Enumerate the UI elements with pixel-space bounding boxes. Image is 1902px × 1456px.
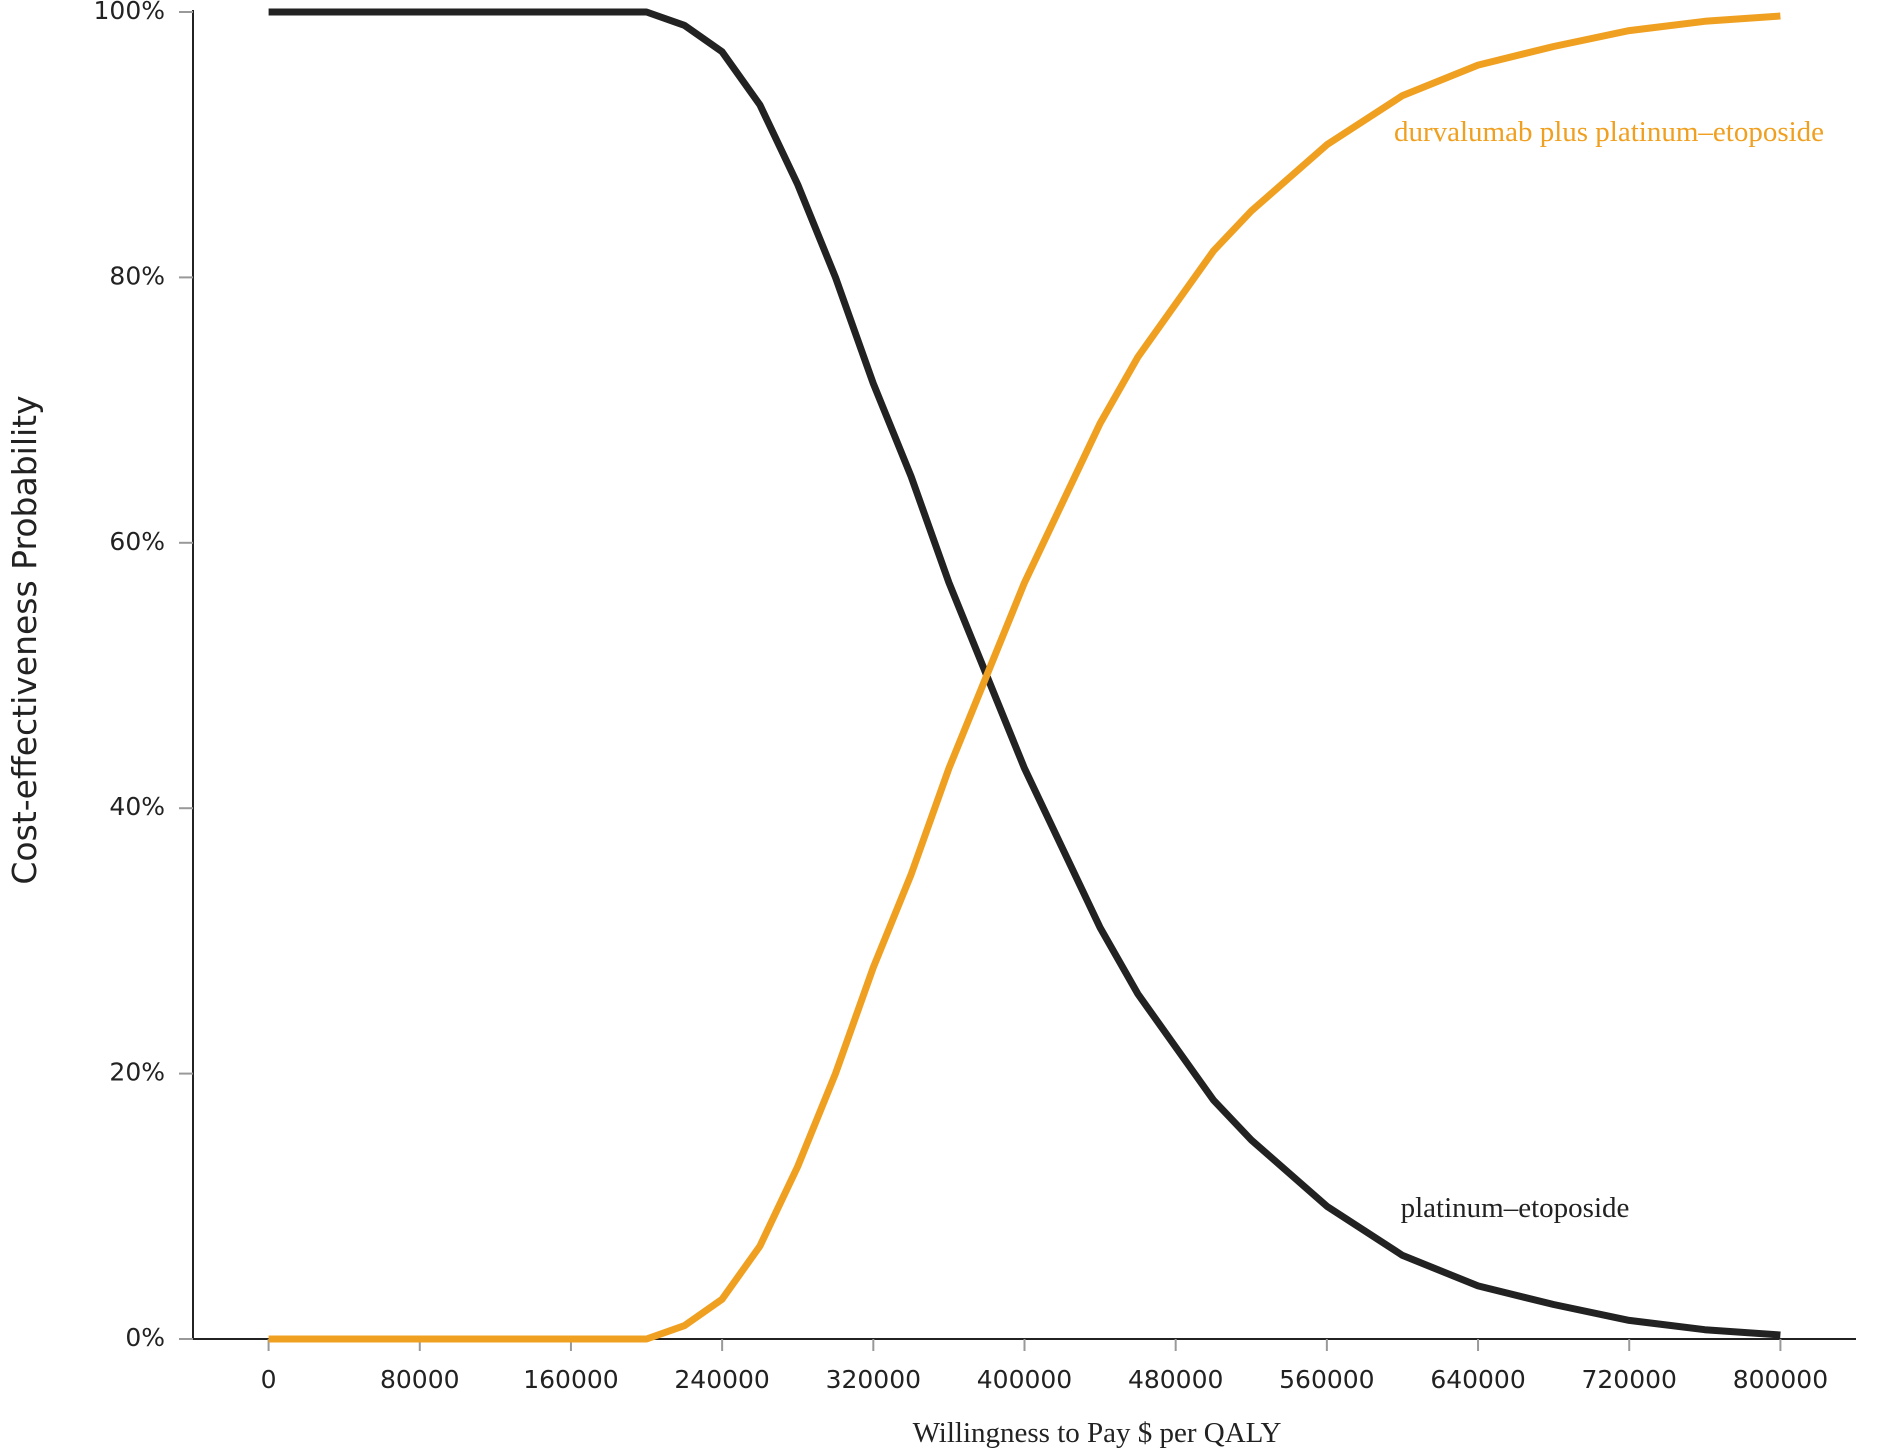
- x-tick-label: 480000: [1128, 1365, 1223, 1394]
- x-tick-label: 240000: [674, 1365, 769, 1394]
- x-axis-label: Willingness to Pay $ per QALY: [913, 1417, 1282, 1449]
- series-line: [268, 8, 1781, 1339]
- y-tick-label: 60%: [109, 527, 165, 556]
- x-tick-label: 560000: [1279, 1365, 1374, 1394]
- x-tick-label: 720000: [1582, 1365, 1677, 1394]
- y-tick-label: 20%: [109, 1058, 165, 1087]
- series-label: durvalumab plus platinum–etoposide: [1394, 116, 1824, 148]
- x-tick-label: 80000: [380, 1365, 460, 1394]
- series-label: platinum–etoposide: [1401, 1192, 1630, 1224]
- x-tick-label: 400000: [977, 1365, 1072, 1394]
- y-tick-label: 40%: [109, 792, 165, 821]
- y-tick-label: 80%: [109, 261, 165, 290]
- x-tick-label: 0: [261, 1365, 277, 1394]
- x-tick-label: 800000: [1733, 1365, 1828, 1394]
- y-tick-label: 100%: [94, 0, 165, 25]
- y-axis-label: Cost-effectiveness Probability: [5, 395, 44, 884]
- x-tick-label: 160000: [523, 1365, 618, 1394]
- x-tick-label: 640000: [1430, 1365, 1525, 1394]
- x-tick-label: 320000: [826, 1365, 921, 1394]
- y-tick-label: 0%: [125, 1323, 165, 1352]
- series-line: [268, 12, 1781, 1343]
